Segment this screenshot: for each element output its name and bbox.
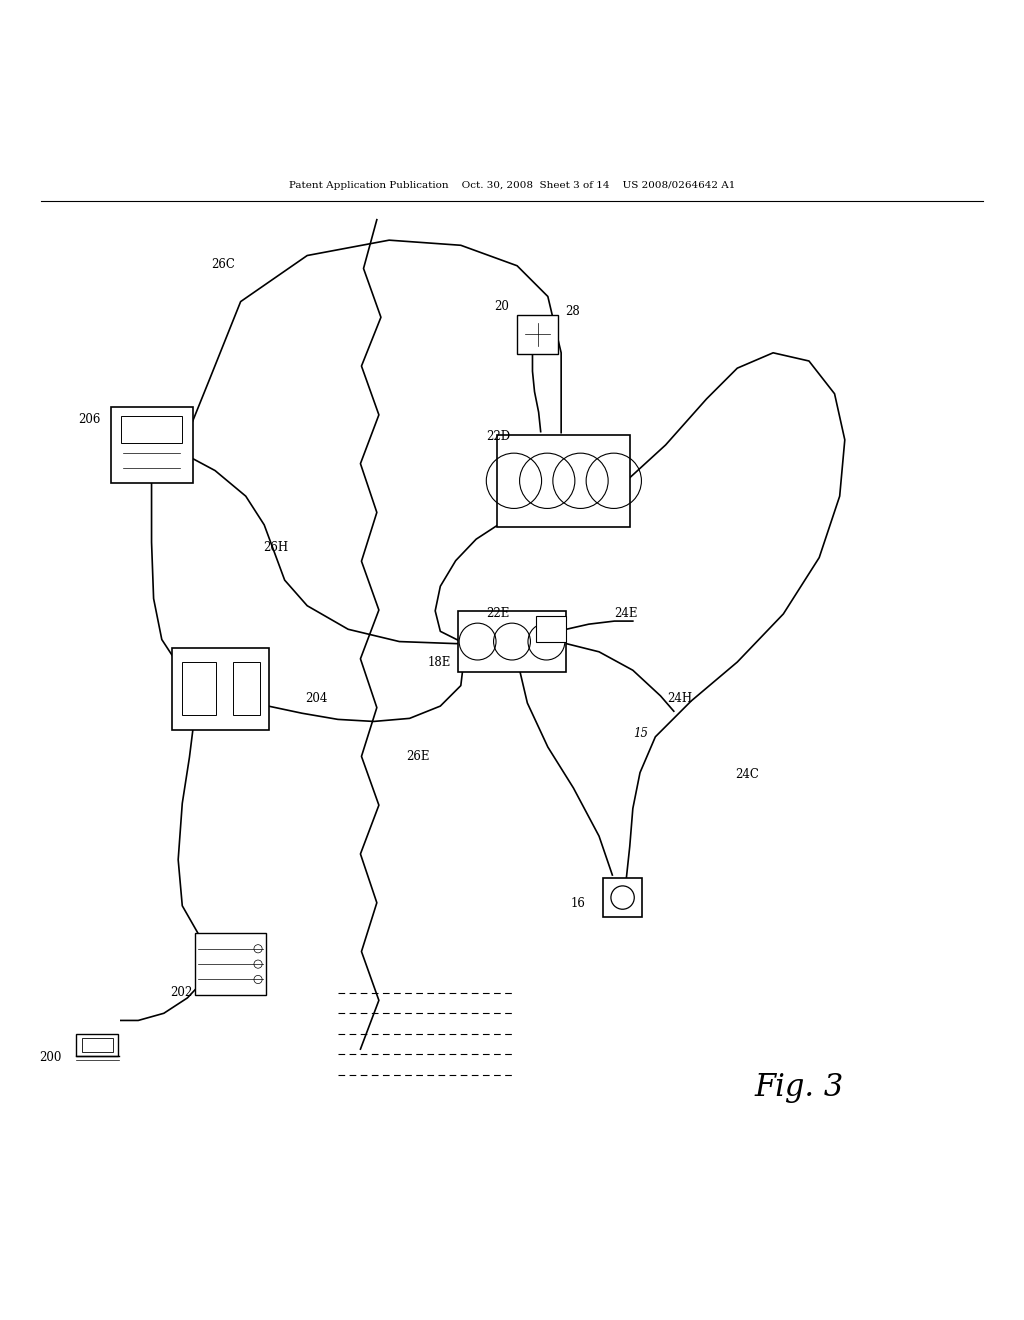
FancyBboxPatch shape bbox=[232, 663, 260, 715]
Text: 22D: 22D bbox=[485, 430, 510, 444]
Text: Fig. 3: Fig. 3 bbox=[754, 1072, 844, 1102]
Text: 24H: 24H bbox=[668, 693, 693, 705]
Text: 24E: 24E bbox=[614, 607, 638, 620]
Text: 204: 204 bbox=[305, 693, 328, 705]
Text: 26C: 26C bbox=[211, 257, 236, 271]
Text: 18E: 18E bbox=[427, 656, 451, 668]
Text: 24C: 24C bbox=[735, 768, 759, 781]
Text: 26H: 26H bbox=[263, 541, 289, 554]
FancyBboxPatch shape bbox=[121, 416, 182, 444]
FancyBboxPatch shape bbox=[195, 933, 266, 995]
FancyBboxPatch shape bbox=[181, 663, 216, 715]
Text: 15: 15 bbox=[633, 727, 648, 741]
FancyBboxPatch shape bbox=[536, 616, 566, 642]
Text: 200: 200 bbox=[39, 1051, 61, 1064]
Text: 20: 20 bbox=[494, 300, 509, 313]
Text: 206: 206 bbox=[78, 413, 100, 426]
FancyBboxPatch shape bbox=[517, 315, 558, 354]
Text: 202: 202 bbox=[170, 986, 193, 999]
FancyBboxPatch shape bbox=[82, 1038, 113, 1052]
FancyBboxPatch shape bbox=[603, 878, 642, 917]
Text: Patent Application Publication    Oct. 30, 2008  Sheet 3 of 14    US 2008/026464: Patent Application Publication Oct. 30, … bbox=[289, 181, 735, 190]
FancyBboxPatch shape bbox=[76, 1034, 119, 1056]
Text: 28: 28 bbox=[565, 305, 580, 318]
Text: 22E: 22E bbox=[486, 607, 510, 620]
FancyBboxPatch shape bbox=[497, 434, 630, 527]
Text: 16: 16 bbox=[570, 898, 586, 911]
Text: 26E: 26E bbox=[407, 750, 429, 763]
FancyBboxPatch shape bbox=[459, 611, 565, 672]
FancyBboxPatch shape bbox=[111, 407, 193, 483]
FancyBboxPatch shape bbox=[171, 648, 268, 730]
